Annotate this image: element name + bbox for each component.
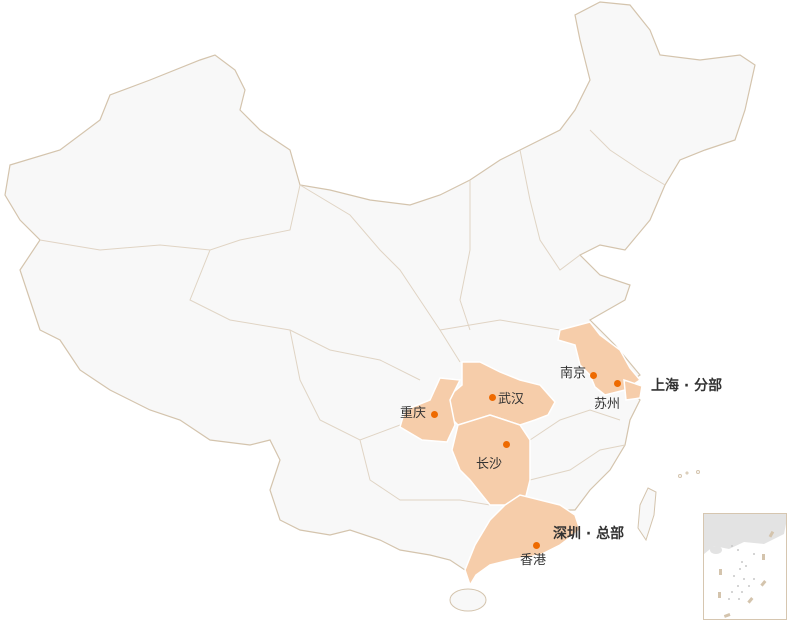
province-borders — [39, 129, 666, 506]
taiwan-island — [637, 487, 657, 542]
city-dot-changsha[interactable] — [502, 440, 510, 448]
city-label-nanjing: 南京 — [560, 366, 587, 381]
highlighted-provinces — [399, 321, 643, 587]
city-dot-chongqing[interactable] — [430, 410, 438, 418]
city-label-wuhan: 武汉 — [498, 392, 525, 407]
city-dot-suzhou[interactable] — [613, 379, 621, 387]
city-dot-hongkong[interactable] — [532, 541, 540, 549]
province-jiangsu — [557, 321, 642, 396]
province-chongqing — [399, 377, 462, 443]
province-shanghai — [623, 378, 643, 401]
city-label-suzhou: 苏州 — [594, 397, 621, 412]
office-label-shanghai-branch: 上海 · 分部 — [651, 378, 723, 394]
inset-svg — [704, 514, 786, 618]
hainan-island — [449, 588, 487, 612]
city-label-hongkong: 香港 — [520, 553, 547, 568]
city-dot-wuhan[interactable] — [488, 393, 496, 401]
city-label-chongqing: 重庆 — [400, 406, 427, 421]
city-dot-nanjing[interactable] — [589, 371, 597, 379]
office-label-shenzhen-hq: 深圳 · 总部 — [553, 526, 625, 542]
china-outline — [4, 1, 756, 582]
province-guangdong — [464, 494, 581, 587]
south-china-sea-inset — [703, 513, 787, 620]
city-label-changsha: 长沙 — [476, 457, 503, 472]
